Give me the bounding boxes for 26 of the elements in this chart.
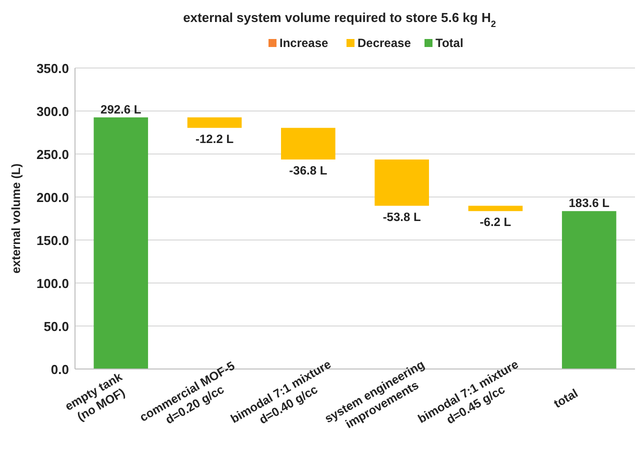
y-tick-label: 150.0 (36, 233, 69, 248)
data-label: -36.8 L (289, 164, 328, 178)
bar (468, 206, 523, 212)
bar (94, 117, 148, 369)
bar (374, 160, 429, 206)
x-tick-label: total (551, 386, 580, 411)
data-label: -12.2 L (196, 132, 234, 146)
legend-label: Increase (280, 36, 329, 50)
y-tick-label: 200.0 (36, 190, 69, 205)
y-tick-label: 50.0 (44, 319, 69, 334)
bar (281, 128, 336, 160)
legend-label: Decrease (358, 36, 412, 50)
y-tick-label: 300.0 (36, 104, 69, 119)
data-label: 292.6 L (100, 102, 142, 116)
bar (187, 117, 242, 128)
y-tick-label: 350.0 (36, 61, 69, 76)
data-label: -6.2 L (480, 215, 512, 230)
data-label: 183.6 L (568, 196, 610, 210)
chart-title: external system volume required to store 5.6 kg H$_{2}$ (183, 10, 496, 29)
legend-label: Total (436, 36, 464, 50)
y-tick-label: 0.0 (50, 362, 69, 377)
bar (562, 211, 616, 369)
data-label: -53.8 L (382, 210, 421, 224)
y-tick-label: 250.0 (36, 147, 69, 162)
y-axis-title: external volume (L) (9, 163, 23, 274)
y-tick-label: 100.0 (36, 276, 69, 291)
